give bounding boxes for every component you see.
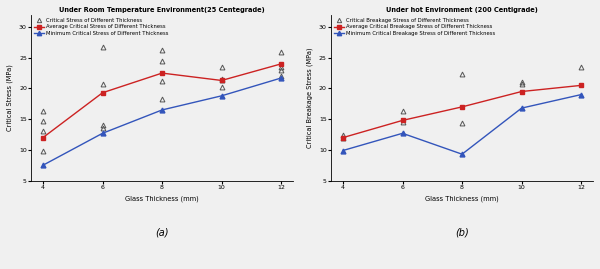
Minimum Critical Stress of Different Thickness [218,94,225,97]
Average Critical Stress of Different Thickness [218,79,225,82]
Minimum Critical Stress of Different Thickness [99,132,106,135]
Y-axis label: Critical Breakage Stress (MPa): Critical Breakage Stress (MPa) [307,47,313,148]
Minimum Critical Breakage Stress of Different Thickness [399,132,406,135]
Legend: Critical Stress of Different Thickness, Average Critical Stress of Different Thi: Critical Stress of Different Thickness, … [34,17,169,37]
X-axis label: Glass Thickness (mm): Glass Thickness (mm) [425,195,499,202]
Average Critical Breakage Stress of Different Thickness [340,136,347,139]
Average Critical Stress of Different Thickness [158,72,166,75]
Title: Under Room Temperature Environment(25 Centegrade): Under Room Temperature Environment(25 Ce… [59,7,265,13]
Average Critical Breakage Stress of Different Thickness [458,105,466,108]
Legend: Critical Breakage Stress of Different Thickness, Average Critical Breakage Stres: Critical Breakage Stress of Different Th… [334,17,496,37]
Minimum Critical Breakage Stress of Different Thickness [578,93,585,96]
Minimum Critical Stress of Different Thickness [158,108,166,112]
X-axis label: Glass Thickness (mm): Glass Thickness (mm) [125,195,199,202]
Minimum Critical Breakage Stress of Different Thickness [518,107,525,110]
Minimum Critical Stress of Different Thickness [40,164,47,167]
Minimum Critical Breakage Stress of Different Thickness [458,153,466,156]
Text: (b): (b) [455,227,469,237]
Text: (a): (a) [155,227,169,237]
Line: Minimum Critical Breakage Stress of Different Thickness: Minimum Critical Breakage Stress of Diff… [341,92,584,157]
Line: Average Critical Stress of Different Thickness: Average Critical Stress of Different Thi… [41,61,284,140]
Line: Minimum Critical Stress of Different Thickness: Minimum Critical Stress of Different Thi… [41,76,284,168]
Average Critical Stress of Different Thickness [278,62,285,65]
Average Critical Stress of Different Thickness [40,136,47,139]
Average Critical Breakage Stress of Different Thickness [518,90,525,93]
Average Critical Breakage Stress of Different Thickness [399,119,406,122]
Average Critical Stress of Different Thickness [99,91,106,94]
Y-axis label: Critical Stress (MPa): Critical Stress (MPa) [7,64,13,131]
Line: Average Critical Breakage Stress of Different Thickness: Average Critical Breakage Stress of Diff… [341,83,584,140]
Average Critical Breakage Stress of Different Thickness [578,84,585,87]
Minimum Critical Stress of Different Thickness [278,76,285,80]
Title: Under hot Environment (200 Centigrade): Under hot Environment (200 Centigrade) [386,7,538,13]
Minimum Critical Breakage Stress of Different Thickness [340,149,347,152]
